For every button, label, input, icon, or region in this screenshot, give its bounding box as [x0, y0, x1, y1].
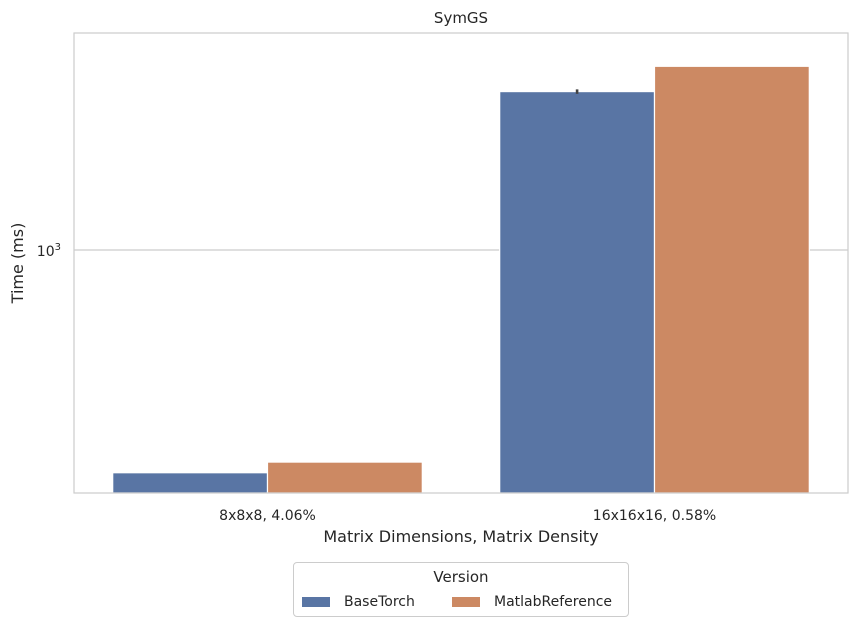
legend: Version BaseTorch MatlabReference: [293, 562, 629, 617]
legend-item-basetorch: BaseTorch: [302, 594, 415, 610]
x-axis-label: Matrix Dimensions, Matrix Density: [323, 527, 598, 546]
bars-layer: [112, 65, 810, 494]
legend-swatch-matlabreference: [452, 597, 480, 607]
bar: [653, 65, 810, 494]
legend-label-matlabreference: MatlabReference: [494, 594, 613, 610]
legend-swatch-basetorch: [302, 597, 330, 607]
x-tick-labels: 8x8x8, 4.06% 16x16x16, 0.58%: [219, 508, 716, 524]
bar: [499, 90, 656, 494]
y-tick-label: 103: [37, 242, 61, 260]
y-tick-labels: 103: [37, 242, 61, 260]
x-tick-label: 8x8x8, 4.06%: [219, 508, 316, 524]
x-tick-label: 16x16x16, 0.58%: [593, 508, 716, 524]
plot-frame: [73, 32, 849, 494]
legend-item-matlabreference: MatlabReference: [452, 594, 612, 610]
y-axis-label: Time (ms): [8, 223, 27, 305]
chart-title: SymGS: [434, 9, 488, 27]
legend-title: Version: [433, 568, 489, 586]
bar: [266, 461, 423, 494]
legend-label-basetorch: BaseTorch: [344, 594, 415, 610]
bar: [112, 472, 269, 494]
